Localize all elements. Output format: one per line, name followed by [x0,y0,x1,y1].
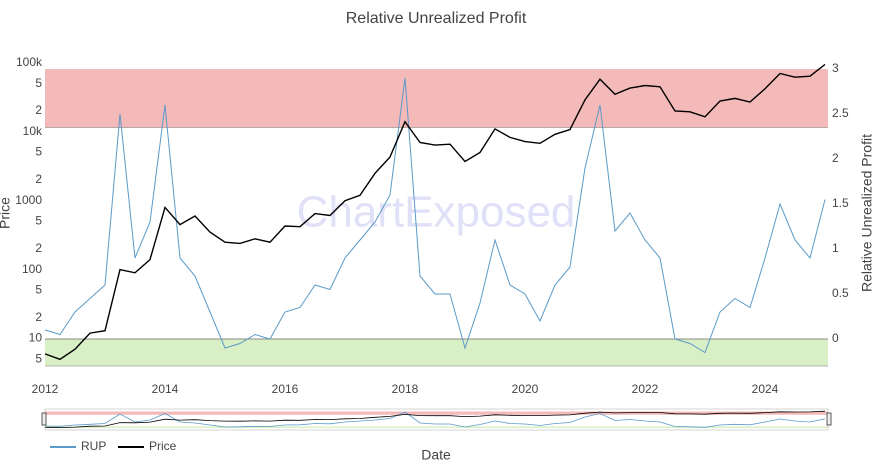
chart-title: Relative Unrealized Profit [346,10,527,27]
y-tick-label: 2 [35,310,42,324]
minimap-line [44,410,826,429]
x-tick-label: 2024 [752,382,779,396]
y2-axis-label: Relative Unrealized Profit [859,134,875,292]
y-tick-label: 5 [35,283,42,297]
x-tick-label: 2016 [272,382,299,396]
y2-tick-label: 1 [832,241,839,255]
y2-tick-label: 2 [832,151,839,165]
y-tick-label: 10k [23,124,43,138]
minimap-line [44,411,826,428]
y-tick-label: 5 [35,145,42,159]
range-handle [826,412,832,426]
watermark: ChartExposed [297,188,576,237]
series-line [44,77,826,354]
y-tick-label: 2 [35,172,42,186]
y-tick-label: 5 [35,214,42,228]
band [45,339,828,366]
band [45,69,828,128]
y2-tick-label: 0.5 [832,286,849,300]
y-tick-label: 5 [35,351,42,365]
range-handle [41,412,47,426]
y-tick-label: 100 [22,262,42,276]
legend-label: Price [149,439,177,453]
x-tick-label: 2020 [512,382,539,396]
y-tick-label: 2 [35,241,42,255]
y-tick-label: 2 [35,103,42,117]
x-tick-label: 2018 [392,382,419,396]
y2-tick-label: 1.5 [832,196,849,210]
x-tick-label: 2012 [32,382,59,396]
y-axis-label: Price [0,197,13,229]
x-tick-label: 2014 [152,382,179,396]
y2-tick-label: 0 [832,331,839,345]
x-axis-label: Date [421,447,451,463]
y-tick-label: 10 [29,331,43,345]
y-tick-label: 1000 [15,193,42,207]
band [45,411,828,415]
y2-tick-label: 3 [832,61,839,75]
y-tick-label: 100k [16,55,43,69]
legend-label: RUP [81,439,106,453]
y-tick-label: 5 [35,76,42,90]
series-line [44,63,826,361]
y2-tick-label: 2.5 [832,106,849,120]
x-tick-label: 2022 [632,382,659,396]
band [45,426,828,428]
